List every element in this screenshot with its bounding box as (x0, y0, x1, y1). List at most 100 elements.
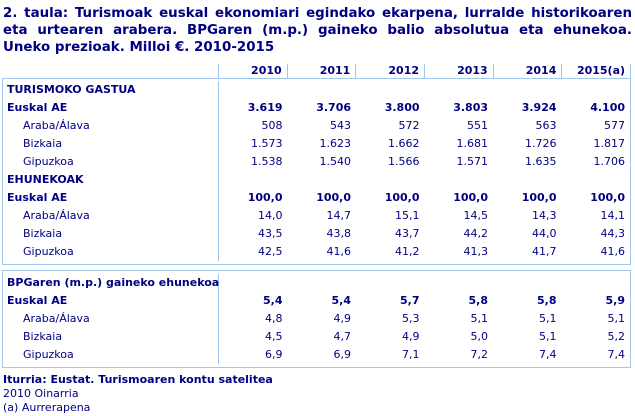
data-row: Gipuzkoa 42,5 41,6 41,2 41,3 41,7 41,6 (3, 243, 630, 261)
value-cell: 1.662 (388, 137, 420, 150)
value-cell: 1.681 (456, 137, 489, 150)
value-cell: 4,9 (402, 330, 420, 343)
section-header-filler (219, 274, 630, 292)
value-cell: 5,8 (468, 294, 489, 307)
value-cell: 6,9 (333, 348, 352, 361)
row-label: Bizkaia (3, 135, 219, 153)
value-cell: 5,1 (539, 312, 557, 325)
row-label: Gipuzkoa (3, 153, 219, 171)
value-cell: 100,0 (590, 191, 625, 204)
value-cell: 6,9 (265, 348, 283, 361)
table-block-gastua-ehunekoak: TURISMOKO GASTUA Euskal AE 3.619 3.706 3.800… (2, 79, 631, 265)
value-cell: 577 (604, 119, 625, 132)
section-header-filler (219, 171, 630, 189)
value-cell: 3.803 (453, 101, 488, 114)
data-row: Bizkaia 4,5 4,7 4,9 5,0 5,1 5,2 (3, 328, 630, 346)
value-cell: 5,9 (605, 294, 626, 307)
value-cell: 14,1 (600, 209, 626, 222)
row-label: Bizkaia (3, 225, 219, 243)
section-header-row: EHUNEKOAK (3, 171, 630, 189)
value-cell: 4,7 (333, 330, 352, 343)
row-label: Araba/Álava (3, 117, 219, 135)
value-cell: 5,1 (607, 312, 626, 325)
value-cell: 7,2 (470, 348, 489, 361)
row-label: Araba/Álava (3, 207, 219, 225)
value-cell: 100,0 (316, 191, 351, 204)
row-label: Euskal AE (3, 189, 219, 207)
value-cell: 5,7 (400, 294, 420, 307)
value-cell: 5,8 (537, 294, 557, 307)
data-row: Araba/Álava 508 543 572 551 563 577 (3, 117, 630, 135)
value-cell: 3.619 (247, 101, 283, 114)
value-cell: 100,0 (384, 191, 420, 204)
year-column-header: 2014 (492, 64, 562, 78)
value-cell: 563 (535, 119, 557, 132)
year-column-header: 2013 (424, 64, 493, 78)
value-cell: 3.924 (521, 101, 557, 114)
data-row: Araba/Álava 14,0 14,7 15,1 14,5 14,3 14,1 (3, 207, 630, 225)
value-cell: 508 (261, 119, 283, 132)
value-cell: 572 (398, 119, 420, 132)
header-spacer (2, 64, 218, 78)
value-cell: 100,0 (453, 191, 488, 204)
value-cell: 543 (330, 119, 351, 132)
value-cell: 3.800 (384, 101, 420, 114)
row-label: Euskal AE (3, 292, 219, 310)
section-header-label: TURISMOKO GASTUA (3, 81, 219, 99)
value-cell: 100,0 (247, 191, 283, 204)
value-cell: 15,1 (395, 209, 420, 222)
table-block-bpg-ehunekoa: BPGaren (m.p.) gaineko ehunekoa Euskal AE… (2, 270, 631, 368)
data-row: Bizkaia 43,5 43,8 43,7 44,2 44,0 44,3 (3, 225, 630, 243)
value-cell: 5,4 (331, 294, 352, 307)
value-cell: 14,5 (463, 209, 489, 222)
value-cell: 1.726 (525, 137, 557, 150)
value-cell: 7,4 (607, 348, 626, 361)
value-cell: 41,2 (395, 245, 420, 258)
source-note: Iturria: Eustat. Turismoaren kontu satel… (3, 373, 273, 386)
section-header-label: EHUNEKOAK (3, 171, 219, 189)
row-label: Euskal AE (3, 99, 219, 117)
value-cell: 1.817 (593, 137, 626, 150)
value-cell: 41,6 (600, 245, 626, 258)
value-cell: 5,1 (539, 330, 557, 343)
data-row: Euskal AE 5,4 5,4 5,7 5,8 5,8 5,9 (3, 292, 630, 310)
value-cell: 5,0 (470, 330, 489, 343)
row-label: Araba/Álava (3, 310, 219, 328)
value-cell: 43,8 (326, 227, 352, 240)
value-cell: 7,1 (402, 348, 420, 361)
value-cell: 4,9 (333, 312, 352, 325)
value-cell: 4,8 (265, 312, 283, 325)
row-label: Bizkaia (3, 328, 219, 346)
year-column-header: 2010 (218, 64, 287, 78)
value-cell: 41,6 (326, 245, 352, 258)
value-cell: 4,5 (265, 330, 283, 343)
row-label: Gipuzkoa (3, 346, 219, 364)
value-cell: 1.566 (388, 155, 420, 168)
year-header-row: 2010 2011 2012 2013 2014 2015(a) (2, 64, 632, 79)
value-cell: 1.635 (525, 155, 557, 168)
year-column-header: 2011 (286, 64, 356, 78)
value-cell: 551 (467, 119, 488, 132)
value-cell: 41,7 (532, 245, 557, 258)
value-cell: 43,7 (395, 227, 420, 240)
value-cell: 42,5 (258, 245, 283, 258)
value-cell: 44,0 (532, 227, 557, 240)
section-header-row: TURISMOKO GASTUA (3, 81, 630, 99)
value-cell: 14,0 (258, 209, 283, 222)
value-cell: 5,4 (263, 294, 283, 307)
row-label: Gipuzkoa (3, 243, 219, 261)
value-cell: 44,3 (600, 227, 626, 240)
data-row: Euskal AE 3.619 3.706 3.800 3.803 3.924 4.100 (3, 99, 630, 117)
value-cell: 5,2 (607, 330, 626, 343)
section-header-row: BPGaren (m.p.) gaineko ehunekoa (3, 274, 630, 292)
statistics-table: 2010 2011 2012 2013 2014 2015(a) TURISMOKO GA… (2, 64, 632, 368)
value-cell: 1.540 (319, 155, 352, 168)
value-cell: 1.538 (251, 155, 283, 168)
base-year-note: 2010 Oinarria (3, 387, 79, 400)
value-cell: 5,1 (470, 312, 489, 325)
year-column-header: 2012 (355, 64, 424, 78)
value-cell: 100,0 (521, 191, 557, 204)
value-cell: 41,3 (463, 245, 489, 258)
value-cell: 44,2 (463, 227, 489, 240)
